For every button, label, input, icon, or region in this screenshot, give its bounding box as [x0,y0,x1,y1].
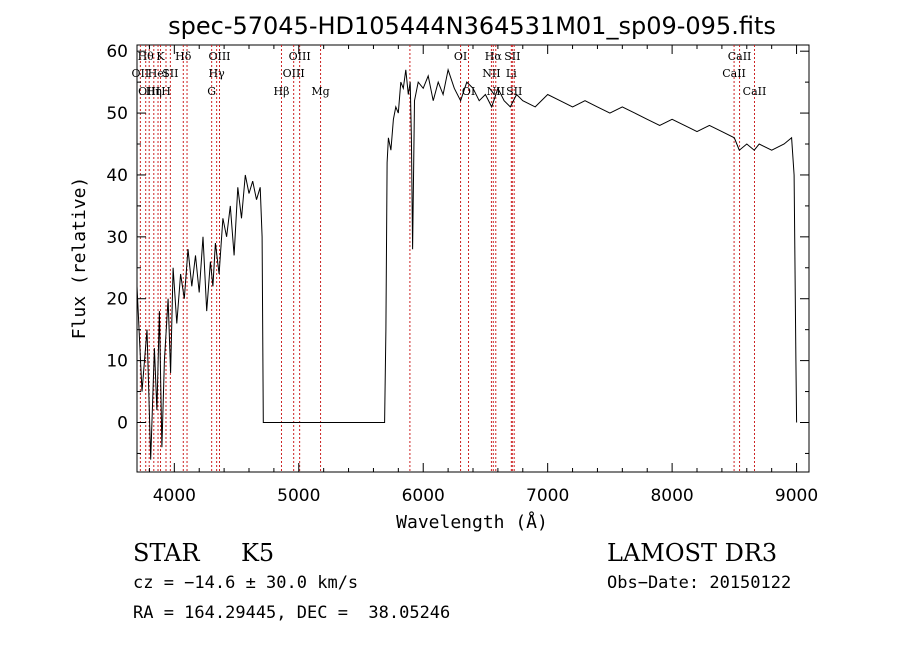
line-marker-label-layer: OIIHθOIIIHηHeIKHSIIHδGHγOIIIHβOIIIOIIIMg… [132,50,767,98]
line-marker-label-22: NII [487,85,505,98]
x-axis-label: Wavelength (Å) [396,511,548,533]
line-marker-label-14: OIII [283,67,305,80]
line-marker-label-25: SII [506,85,522,98]
spectrum-line [136,67,798,460]
line-marker-label-28: CaII [743,85,767,98]
y-tick-label-3: 30 [106,228,128,248]
line-marker-label-26: CaII [722,67,746,80]
line-marker-label-15: OIII [289,50,311,63]
y-axis-label: Flux (relative) [69,177,90,340]
line-marker-label-4: HeI [148,67,168,80]
y-axis-ticks: 0 10 20 30 40 50 60 [106,42,809,454]
x-tick-label-5: 9000 [775,486,818,506]
line-marker-label-10: G [207,85,216,98]
plot-frame [136,44,810,473]
line-marker-label-16: Mg [311,85,329,98]
survey-name: LAMOST DR3 [607,539,778,567]
line-marker-label-12: OIII [208,50,230,63]
line-marker-label-2: OIII [138,85,160,98]
line-marker-label-8: Hδ [175,50,192,63]
line-marker-layer [139,45,755,472]
chart-title: spec-57045-HD105444N364531M01_sp09-095.f… [168,12,776,40]
y-tick-label-5: 50 [106,104,128,124]
x-tick-label-4: 8000 [650,486,693,506]
obs-date: Obs−Date: 20150122 [607,573,792,593]
x-tick-label-2: 6000 [402,486,445,506]
line-marker-label-23: Li [506,67,517,80]
y-tick-label-6: 60 [106,42,128,62]
object-subclass: K5 [241,539,275,567]
y-tick-label-4: 40 [106,166,128,186]
line-marker-label-13: Hβ [274,85,290,98]
line-marker-label-6: H [161,85,171,98]
line-marker-label-21: Hα [485,50,503,63]
line-marker-label-3: Hη [146,85,162,98]
x-axis-ticks: 4000 5000 6000 7000 8000 9000 [148,45,818,506]
x-tick-label-3: 7000 [526,486,569,506]
line-marker-label-20: NII [482,67,500,80]
line-marker-label-0: OII [132,67,150,80]
line-marker-label-7: SII [162,67,178,80]
ra-dec: RA = 164.29445, DEC = 38.05246 [133,603,451,623]
line-marker-label-18: OI [454,50,467,63]
line-marker-label-27: CaII [728,50,752,63]
x-tick-label-0: 4000 [153,486,196,506]
line-marker-label-24: SII [504,50,520,63]
redshift-cz: cz = −14.6 ± 30.0 km/s [133,573,359,593]
x-tick-label-1: 5000 [277,486,320,506]
line-marker-label-1: Hθ [138,50,155,63]
y-tick-label-2: 20 [106,290,128,310]
object-class: STAR [133,539,200,567]
line-marker-label-5: K [156,50,165,63]
line-marker-label-11: Hγ [209,67,226,80]
y-tick-label-1: 10 [106,352,128,372]
y-tick-label-0: 0 [117,413,128,433]
